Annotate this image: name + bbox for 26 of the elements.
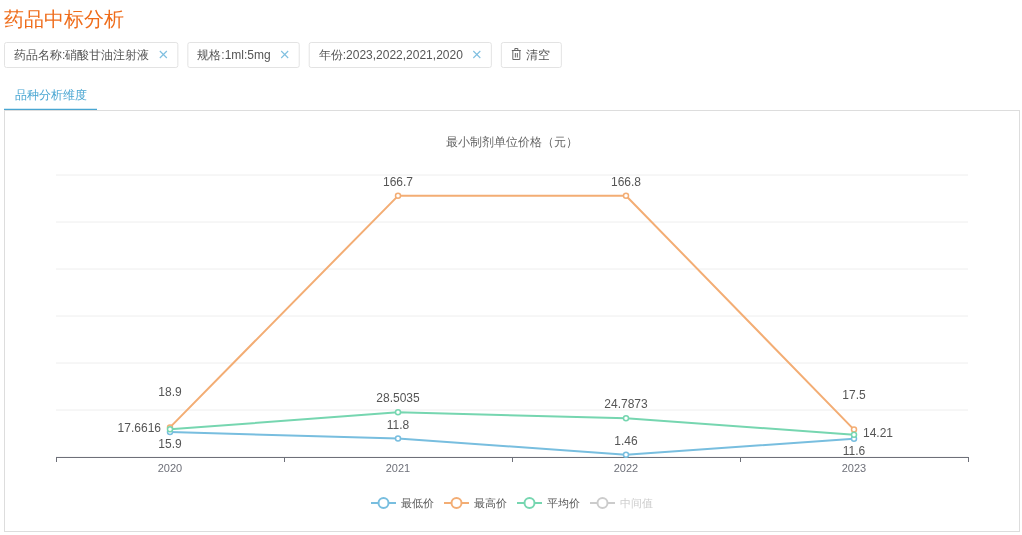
legend-label: 最低价 xyxy=(401,497,434,509)
data-label: 15.9 xyxy=(158,437,182,452)
x-tick-label: 2021 xyxy=(385,462,411,474)
data-label: 24.7873 xyxy=(604,397,648,412)
text: 药品中标分析 xyxy=(4,8,124,30)
data-label: 166.7 xyxy=(383,174,413,189)
text: 药品名称:硝酸甘油注射液 xyxy=(14,48,150,62)
data-label: 14.21 xyxy=(863,426,894,441)
legend-label: 最高价 xyxy=(474,497,507,509)
legend-label: 平均价 xyxy=(547,497,580,509)
x-tick-label: 2023 xyxy=(841,462,867,474)
data-label: 11.6 xyxy=(842,443,866,458)
data-label: 17.6616 xyxy=(117,420,161,435)
data-label: 17.5 xyxy=(842,387,866,402)
text: 规格:1ml:5mg xyxy=(197,48,271,62)
data-label: 18.9 xyxy=(158,385,182,400)
data-label: 1.46 xyxy=(614,433,638,448)
data-label: 11.8 xyxy=(386,417,410,432)
data-label: 28.5035 xyxy=(376,391,420,406)
x-tick-label: 2022 xyxy=(613,462,639,474)
text: 品种分析维度 xyxy=(15,88,87,102)
chart-title: 最小制剂单位价格（元） xyxy=(446,135,578,149)
x-tick-label: 2020 xyxy=(157,462,183,474)
text: 年份:2023,2022,2021,2020 xyxy=(318,48,464,62)
text: 清空 xyxy=(525,48,550,62)
data-label: 166.8 xyxy=(611,174,641,189)
